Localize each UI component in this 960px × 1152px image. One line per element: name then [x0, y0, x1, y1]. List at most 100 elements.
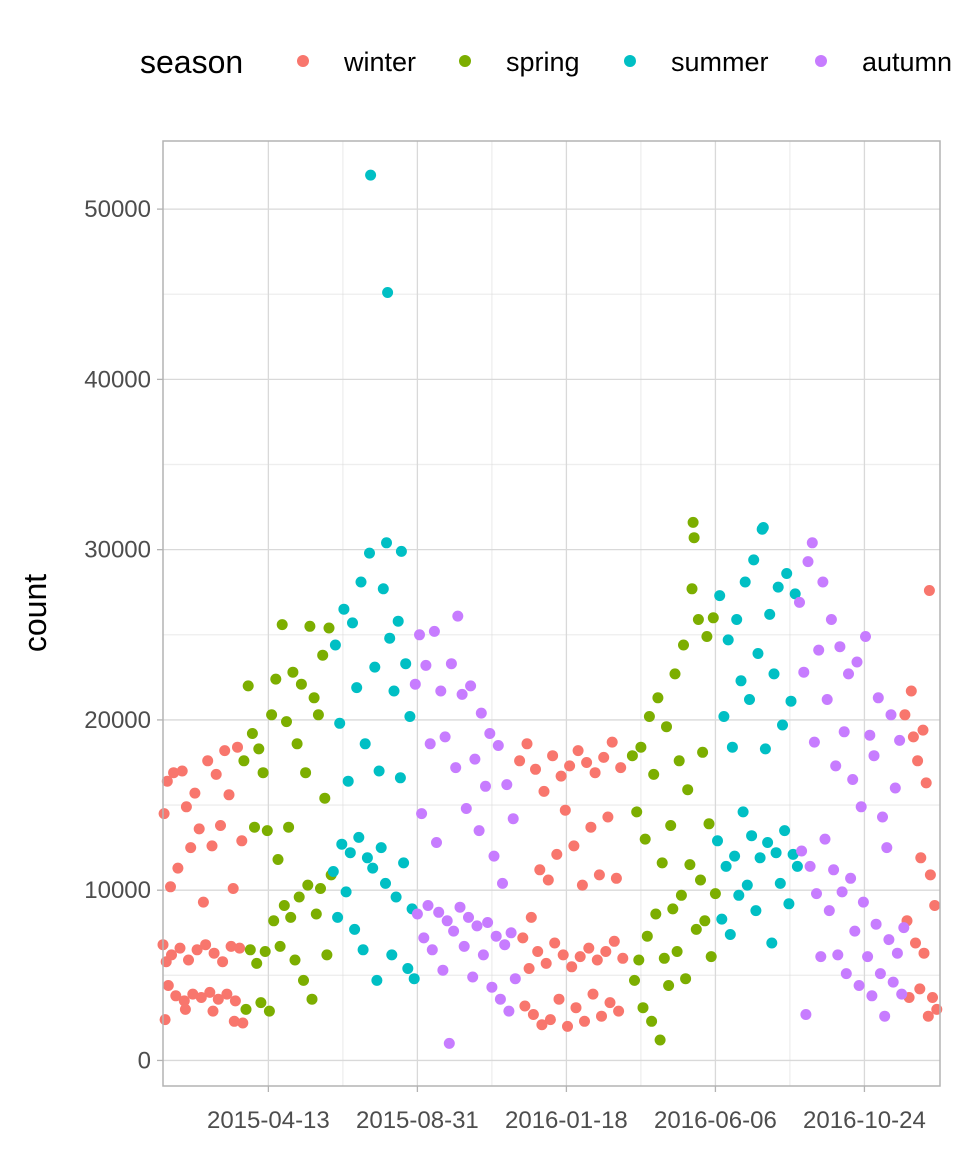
- data-point-summer: [772, 581, 784, 593]
- data-point-autumn: [825, 614, 837, 625]
- data-point-winter: [551, 848, 563, 860]
- data-point-summer: [390, 891, 402, 903]
- data-point-autumn: [501, 779, 513, 791]
- data-point-winter: [534, 864, 546, 876]
- data-point-autumn: [414, 629, 425, 641]
- data-point-autumn: [887, 976, 899, 988]
- data-point-winter: [536, 1019, 548, 1031]
- data-point-autumn: [845, 872, 857, 884]
- data-point-summer: [359, 738, 371, 750]
- data-point-winter: [585, 821, 597, 833]
- data-point-winter: [581, 757, 593, 768]
- data-point-spring: [673, 755, 685, 767]
- data-point-autumn: [437, 964, 449, 976]
- data-point-spring: [310, 908, 322, 920]
- series-autumn: [409, 537, 910, 1049]
- data-point-summer: [787, 848, 799, 860]
- data-point-autumn: [815, 951, 827, 963]
- data-point-autumn: [454, 901, 466, 913]
- data-point-summer: [731, 614, 743, 625]
- data-point-spring: [302, 879, 314, 891]
- data-point-spring: [650, 908, 662, 920]
- data-point-winter: [929, 900, 941, 911]
- data-point-winter: [206, 840, 218, 852]
- data-point-autumn: [798, 666, 810, 678]
- data-point-winter: [225, 940, 237, 952]
- data-point-spring: [249, 821, 260, 833]
- legend-key-summer: [624, 55, 636, 67]
- data-point-spring: [652, 692, 664, 704]
- data-point-spring: [300, 767, 312, 779]
- y-axis-title: count: [17, 574, 53, 652]
- data-point-spring: [266, 709, 278, 721]
- data-point-autumn: [832, 949, 844, 961]
- data-point-spring: [690, 923, 702, 935]
- data-point-summer: [733, 889, 745, 901]
- data-point-summer: [724, 929, 736, 940]
- data-point-winter: [587, 988, 599, 1000]
- data-point-autumn: [885, 709, 897, 721]
- data-point-autumn: [465, 680, 477, 692]
- data-point-autumn: [828, 864, 840, 876]
- data-point-summer: [404, 711, 416, 722]
- data-point-summer: [777, 719, 788, 731]
- data-point-winter: [566, 961, 578, 973]
- y-tick-label: 20000: [84, 707, 151, 734]
- data-point-winter: [538, 785, 550, 797]
- data-point-summer: [371, 974, 383, 986]
- data-point-winter: [207, 1005, 219, 1017]
- data-point-spring: [268, 915, 280, 927]
- data-point-autumn: [460, 803, 472, 814]
- data-point-autumn: [463, 911, 474, 923]
- x-tick-label: 2016-10-24: [803, 1107, 926, 1134]
- data-point-spring: [304, 620, 316, 632]
- data-point-winter: [589, 767, 601, 779]
- x-tick-label: 2016-06-06: [654, 1107, 777, 1134]
- data-point-autumn: [420, 659, 432, 671]
- data-point-autumn: [866, 990, 878, 1002]
- data-point-winter: [185, 842, 197, 854]
- data-point-winter: [608, 935, 620, 947]
- data-point-winter: [899, 709, 911, 721]
- data-point-winter: [227, 883, 239, 894]
- data-point-winter: [215, 820, 226, 831]
- data-point-winter: [553, 993, 565, 1005]
- data-point-winter: [176, 765, 188, 777]
- legend-item-spring: spring: [459, 47, 580, 77]
- data-point-winter: [917, 724, 929, 736]
- data-point-winter: [221, 988, 233, 1000]
- data-point-summer: [748, 554, 760, 566]
- data-point-spring: [293, 891, 305, 903]
- data-point-spring: [639, 833, 651, 845]
- data-point-winter: [542, 874, 554, 886]
- data-point-summer: [332, 911, 344, 923]
- data-point-spring: [680, 973, 692, 985]
- data-point-winter: [527, 1009, 539, 1020]
- data-point-summer: [762, 837, 774, 848]
- data-point-spring: [240, 1003, 252, 1015]
- data-point-winter: [165, 881, 176, 893]
- data-point-autumn: [499, 939, 511, 951]
- data-point-winter: [905, 685, 917, 697]
- data-point-spring: [661, 721, 672, 733]
- data-point-winter: [602, 811, 614, 823]
- data-point-winter: [907, 731, 919, 743]
- data-point-winter: [200, 939, 212, 951]
- panel-border: [162, 140, 941, 1087]
- data-point-autumn: [443, 1037, 455, 1049]
- data-point-spring: [669, 668, 681, 680]
- data-point-spring: [684, 859, 696, 871]
- data-point-spring: [654, 1034, 666, 1046]
- data-point-winter: [596, 1010, 607, 1022]
- data-point-summer: [720, 860, 732, 872]
- legend-item-summer: summer: [624, 47, 769, 77]
- data-point-spring: [663, 980, 675, 991]
- data-point-winter: [600, 946, 612, 957]
- data-point-winter: [202, 755, 214, 767]
- data-point-summer: [351, 682, 363, 694]
- data-point-summer: [344, 847, 356, 859]
- data-point-spring: [317, 649, 329, 661]
- data-point-spring: [306, 993, 318, 1005]
- data-point-autumn: [857, 896, 869, 908]
